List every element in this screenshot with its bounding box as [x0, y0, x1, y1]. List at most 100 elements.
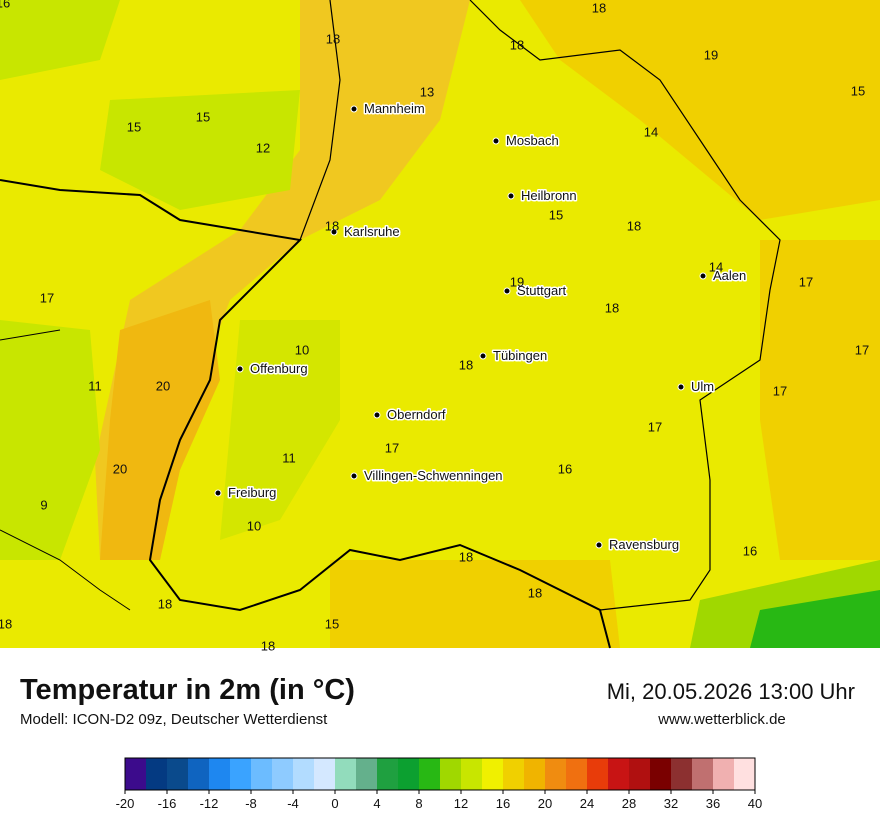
city-layer: Mannheim Mosbach Heilbronn Karlsruhe Stuttga… — [214, 100, 748, 554]
city-dot — [330, 228, 338, 236]
colorbar-cell — [146, 758, 168, 790]
city-dot — [699, 272, 707, 280]
temperature-value: 18 — [0, 616, 12, 631]
temperature-value: 17 — [385, 440, 399, 455]
colorbar-cell — [692, 758, 714, 790]
city-label: Oberndorf — [387, 407, 446, 422]
temperature-value: 15 — [851, 83, 865, 98]
colorbar-cell — [566, 758, 588, 790]
temperature-value: 15 — [325, 616, 339, 631]
city-label: Karlsruhe — [344, 224, 400, 239]
website: www.wetterblick.de — [657, 711, 786, 728]
colorbar-tick-label: -20 — [116, 796, 135, 811]
colorbar-tick-label: -12 — [200, 796, 219, 811]
temperature-value: 16 — [0, 0, 10, 10]
colorbar-cell — [272, 758, 294, 790]
city-dot — [479, 352, 487, 360]
city-label: Freiburg — [228, 485, 276, 500]
colorbar-cell — [335, 758, 357, 790]
colorbar-cell — [209, 758, 231, 790]
colorbar-cell — [608, 758, 630, 790]
colorbar-tick-label: -8 — [245, 796, 257, 811]
city-dot — [503, 287, 511, 295]
colorbar-cell — [188, 758, 210, 790]
city-dot — [214, 489, 222, 497]
colorbar-tick-label: 0 — [331, 796, 338, 811]
colorbar-tick-label: 40 — [748, 796, 762, 811]
city-label: Tübingen — [493, 348, 547, 363]
temperature-value: 20 — [113, 461, 127, 476]
colorbar-tick-label: 8 — [415, 796, 422, 811]
city-label: Ravensburg — [609, 537, 679, 552]
temperature-value: 20 — [156, 378, 170, 393]
temperature-layer: 16 18 18 18 19 15 13 15 15 14 12 15 18 18 14 19 17 17 18 17… — [0, 0, 869, 653]
temperature-value: 17 — [40, 290, 54, 305]
datetime: Mi, 20.05.2026 13:00 Uhr — [607, 679, 855, 704]
colorbar-tick-label: 4 — [373, 796, 380, 811]
model-note: Modell: ICON-D2 09z, Deutscher Wetterdie… — [20, 711, 328, 728]
temperature-value: 18 — [325, 218, 339, 233]
temperature-value: 14 — [709, 259, 723, 274]
colorbar-cell — [251, 758, 273, 790]
colorbar-tick-label: 24 — [580, 796, 594, 811]
temperature-value: 17 — [799, 274, 813, 289]
colorbar-tick-label: 32 — [664, 796, 678, 811]
temperature-value: 11 — [88, 378, 102, 393]
colorbar-cell — [230, 758, 252, 790]
colorbar-cell — [482, 758, 504, 790]
colorbar-cell — [671, 758, 693, 790]
city-dot — [373, 411, 381, 419]
colorbar: -20 -16 -12 -8 -4 0 4 8 12 16 20 24 28 32 36 40 — [116, 757, 762, 811]
city-dot — [236, 365, 244, 373]
colorbar-tick-label: 12 — [454, 796, 468, 811]
temperature-value: 18 — [627, 218, 641, 233]
colorbar-cell — [419, 758, 441, 790]
city-label: Stuttgart — [517, 283, 567, 298]
temperature-value: 18 — [510, 37, 524, 52]
temperature-value: 18 — [459, 549, 473, 564]
temperature-value: 15 — [549, 207, 563, 222]
city-dot — [677, 383, 685, 391]
temperature-value: 18 — [459, 357, 473, 372]
temperature-value: 15 — [196, 109, 210, 124]
city-label: Aalen — [713, 268, 746, 283]
map-background — [0, 0, 880, 649]
colorbar-cell — [734, 758, 756, 790]
temperature-value: 13 — [420, 84, 434, 99]
temperature-value: 18 — [261, 638, 275, 653]
colorbar-cell — [377, 758, 399, 790]
colorbar-cell — [167, 758, 189, 790]
colorbar-tick-label: 20 — [538, 796, 552, 811]
temperature-value: 11 — [282, 450, 296, 465]
city-label: Mosbach — [506, 133, 559, 148]
colorbar-frame — [124, 757, 756, 791]
colorbar-cell — [524, 758, 546, 790]
temperature-value: 12 — [256, 140, 270, 155]
colorbar-cell — [440, 758, 462, 790]
temperature-value: 16 — [558, 461, 572, 476]
temperature-value: 9 — [40, 497, 47, 512]
temperature-value: 17 — [773, 383, 787, 398]
colorbar-tick-label: -16 — [158, 796, 177, 811]
colorbar-cell — [545, 758, 567, 790]
city-dot — [507, 192, 515, 200]
temperature-value: 19 — [704, 47, 718, 62]
temperature-value: 19 — [510, 274, 524, 289]
colorbar-cell — [503, 758, 525, 790]
city-dot — [492, 137, 500, 145]
city-label: Mannheim — [364, 101, 425, 116]
colorbar-cell — [461, 758, 483, 790]
colorbar-cell — [314, 758, 336, 790]
colorbar-cell — [398, 758, 420, 790]
colorbar-cell — [356, 758, 378, 790]
colorbar-cell — [650, 758, 672, 790]
colorbar-cell — [293, 758, 315, 790]
temperature-value: 15 — [127, 119, 141, 134]
colorbar-cell — [587, 758, 609, 790]
title: Temperatur in 2m (in °C) — [20, 674, 355, 706]
temperature-value: 18 — [592, 0, 606, 15]
colorbar-cell — [713, 758, 735, 790]
temperature-value: 18 — [605, 300, 619, 315]
